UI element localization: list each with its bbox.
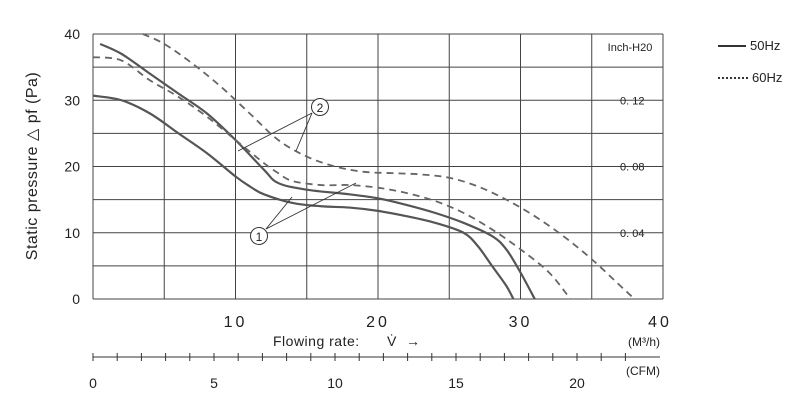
x-axis-label: Flowing rate: xyxy=(273,333,360,349)
x-tick-label: 20 xyxy=(366,314,390,331)
right-axis-title: Inch-H20 xyxy=(608,42,653,54)
cfm-unit-label: (CFM) xyxy=(626,364,660,378)
series-lines xyxy=(92,33,636,300)
annotation-2: 2 xyxy=(237,98,329,152)
series-line-dashed-1 xyxy=(92,56,572,300)
y-tick-label: 20 xyxy=(64,159,80,175)
cfm-tick-label: 0 xyxy=(89,375,97,391)
cfm-tick-labels: 0 5 10 15 20 xyxy=(89,353,626,391)
x-tick-label: 30 xyxy=(509,314,533,331)
right-tick-label: 0. 04 xyxy=(620,228,644,240)
x-axis-arrow: → xyxy=(406,333,420,349)
x-tick-labels: 10 20 30 40 xyxy=(224,314,672,331)
x-unit-label: (M³/h) xyxy=(628,335,660,349)
y-tick-label: 40 xyxy=(64,26,80,42)
series-line-solid-2 xyxy=(99,42,536,300)
legend-label-50hz: 50Hz xyxy=(750,38,780,53)
x-tick-label: 40 xyxy=(648,314,672,331)
y-tick-label: 30 xyxy=(64,92,80,108)
right-tick-labels: 0. 12 0. 08 0. 04 xyxy=(620,95,644,240)
annotation-2-label: 2 xyxy=(317,101,324,115)
legend-label-60hz: 60Hz xyxy=(752,70,782,85)
right-tick-label: 0. 12 xyxy=(620,95,644,107)
annotation-1: 1 xyxy=(250,182,357,245)
cfm-tick-label: 10 xyxy=(327,375,343,391)
y-tick-labels: 0 10 20 30 40 xyxy=(64,26,80,307)
cfm-tick-label: 15 xyxy=(448,375,464,391)
right-tick-label: 0. 08 xyxy=(620,162,644,174)
series-line-solid-1 xyxy=(92,94,515,300)
cfm-tick-label: 5 xyxy=(210,375,218,391)
y-tick-label: 10 xyxy=(64,225,80,241)
y-tick-label: 0 xyxy=(72,291,80,307)
cfm-tick-label: 20 xyxy=(569,375,585,391)
annotation-1-label: 1 xyxy=(256,230,263,244)
y-axis-label: Static pressure △ pf (Pa) xyxy=(24,72,41,260)
x-axis-symbol: V̇ xyxy=(387,333,397,349)
series-line-dashed-2 xyxy=(142,33,636,300)
x-tick-label: 10 xyxy=(224,314,248,331)
legend: 50Hz 60Hz xyxy=(718,38,782,85)
grid xyxy=(92,33,664,300)
